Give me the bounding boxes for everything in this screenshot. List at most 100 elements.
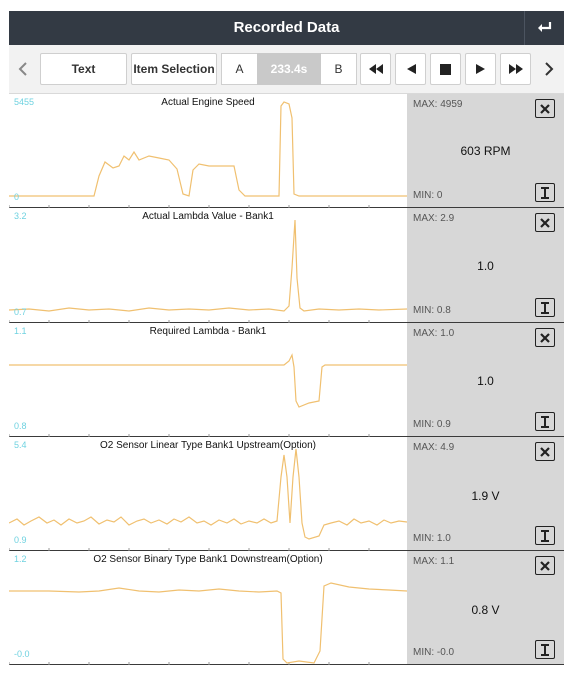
close-icon [540,446,550,457]
min-value-label: MIN: 0 [413,190,443,201]
data-panel-o2-upstream: O2 Sensor Linear Type Bank1 Upstream(Opt… [9,437,564,551]
max-value-label: MAX: 2.9 [413,213,455,224]
scale-button[interactable] [535,640,555,659]
play-icon [475,64,485,74]
scale-min-label: -0.0 [14,649,30,659]
data-panel-o2-downstream: O2 Sensor Binary Type Bank1 Downstream(O… [9,551,564,665]
data-panel-required-lambda: Required Lambda - Bank1 1.1 0.8 MAX: 1.0… [9,323,564,437]
max-value-label: MAX: 1.1 [413,556,455,567]
time-ticks [9,434,370,437]
value-sidebar: MAX: 2.9 1.0 MIN: 0.8 [407,208,564,322]
close-graph-button[interactable] [535,442,555,461]
value-sidebar: MAX: 4959 603 RPM MIN: 0 [407,94,564,207]
close-graph-button[interactable] [535,213,555,232]
current-value: 1.9 V [471,489,500,503]
graph-canvas [9,448,407,551]
current-value: 1.0 [477,259,494,273]
graph-area: O2 Sensor Linear Type Bank1 Upstream(Opt… [9,437,407,551]
fast-forward-button[interactable] [500,53,531,85]
scale-button[interactable] [535,526,555,545]
close-icon [540,217,550,228]
step-back-button[interactable] [395,53,426,85]
value-sidebar: MAX: 1.1 0.8 V MIN: -0.0 [407,551,564,664]
current-value: 0.8 V [471,603,500,617]
graph-canvas [9,101,407,208]
graph-title: Actual Lambda Value - Bank1 [142,211,274,222]
graph-canvas [9,353,407,437]
close-graph-button[interactable] [535,99,555,118]
graph-area: Actual Engine Speed 5455 0 [9,94,407,208]
data-panel-actual-lambda: Actual Lambda Value - Bank1 3.2 0.7 MAX:… [9,208,564,323]
page-title: Recorded Data [233,19,340,36]
close-icon [540,103,550,114]
scale-max-label: 1.1 [14,326,27,336]
close-icon [540,560,550,571]
max-value-label: MAX: 1.0 [413,328,455,339]
value-sidebar: MAX: 1.0 1.0 MIN: 0.9 [407,323,564,436]
next-page-button[interactable] [538,53,560,85]
close-graph-button[interactable] [535,556,555,575]
trace-line [9,448,407,540]
graph-title: O2 Sensor Binary Type Bank1 Downstream(O… [93,554,323,565]
rewind-button[interactable] [360,53,391,85]
item-selection-button[interactable]: Item Selection [131,53,217,85]
min-value-label: MIN: 0.8 [413,305,451,316]
trace-line [9,353,407,408]
time-ticks [9,205,370,208]
trace-line [9,219,407,312]
data-panel-engine-speed: Actual Engine Speed 5455 0 MAX: 4959 603… [9,94,564,208]
rewind-icon [368,64,383,74]
back-button[interactable] [524,11,564,45]
scale-max-label: 1.2 [14,554,27,564]
title-bar: Recorded Data [9,11,564,45]
close-graph-button[interactable] [535,328,555,347]
scale-button[interactable] [535,298,555,317]
max-value-label: MAX: 4.9 [413,442,455,453]
scale-min-label: 0.7 [14,307,27,317]
graph-area: Actual Lambda Value - Bank1 3.2 0.7 [9,208,407,323]
graph-area: Required Lambda - Bank1 1.1 0.8 [9,323,407,437]
scale-button[interactable] [535,412,555,431]
stop-icon [440,63,451,75]
graph-title: Required Lambda - Bank1 [149,326,267,337]
time-ticks [9,320,370,323]
text-button[interactable]: Text [40,53,127,85]
playback-toolbar: Text Item Selection A 233.4s B [9,45,564,94]
time-ticks [9,662,370,665]
scale-button[interactable] [535,183,555,202]
graph-title: O2 Sensor Linear Type Bank1 Upstream(Opt… [99,440,317,451]
scale-min-label: 0 [14,192,20,202]
chevron-left-icon [18,62,27,76]
trace-line [9,582,407,664]
range-scale-icon [541,301,549,314]
trace-line [9,101,407,197]
scale-max-label: 3.2 [14,211,27,221]
scale-max-label: 5.4 [14,440,27,450]
range-scale-icon [541,415,549,428]
close-icon [540,332,550,343]
return-arrow-icon [537,22,551,32]
marker-a-button[interactable]: A [221,53,257,85]
prev-page-button[interactable] [12,53,34,85]
min-value-label: MIN: 1.0 [413,533,451,544]
time-ticks [9,548,370,551]
min-value-label: MIN: -0.0 [413,647,455,658]
play-button[interactable] [465,53,496,85]
current-value: 1.0 [477,374,494,388]
scale-min-label: 0.8 [14,421,27,431]
range-scale-icon [541,529,549,542]
chevron-right-icon [545,62,554,76]
max-value-label: MAX: 4959 [413,99,463,110]
value-sidebar: MAX: 4.9 1.9 V MIN: 1.0 [407,437,564,550]
range-scale-icon [541,186,549,199]
scale-min-label: 0.9 [14,535,27,545]
graph-area: O2 Sensor Binary Type Bank1 Downstream(O… [9,551,407,665]
graph-canvas [9,582,407,665]
graph-title: Actual Engine Speed [161,97,255,108]
stop-button[interactable] [430,53,461,85]
range-scale-icon [541,643,549,656]
scale-max-label: 5455 [14,97,35,107]
time-display: 233.4s [257,53,321,85]
step-back-icon [406,64,416,74]
marker-b-button[interactable]: B [321,53,357,85]
